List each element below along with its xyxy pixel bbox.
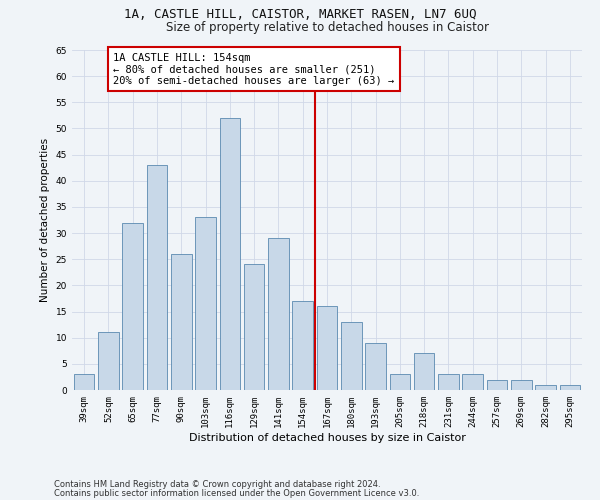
Bar: [122, 222, 143, 390]
Bar: [365, 343, 386, 390]
Text: Contains public sector information licensed under the Open Government Licence v3: Contains public sector information licen…: [54, 488, 419, 498]
Text: 1A CASTLE HILL: 154sqm
← 80% of detached houses are smaller (251)
20% of semi-de: 1A CASTLE HILL: 154sqm ← 80% of detached…: [113, 52, 395, 86]
Bar: [268, 238, 289, 390]
Bar: [220, 118, 240, 390]
Bar: [535, 385, 556, 390]
Bar: [171, 254, 191, 390]
Bar: [511, 380, 532, 390]
Bar: [463, 374, 483, 390]
X-axis label: Distribution of detached houses by size in Caistor: Distribution of detached houses by size …: [188, 432, 466, 442]
Bar: [195, 218, 216, 390]
Bar: [414, 354, 434, 390]
Bar: [389, 374, 410, 390]
Bar: [560, 385, 580, 390]
Bar: [74, 374, 94, 390]
Bar: [341, 322, 362, 390]
Bar: [438, 374, 459, 390]
Bar: [98, 332, 119, 390]
Y-axis label: Number of detached properties: Number of detached properties: [40, 138, 50, 302]
Bar: [487, 380, 508, 390]
Bar: [317, 306, 337, 390]
Text: 1A, CASTLE HILL, CAISTOR, MARKET RASEN, LN7 6UQ: 1A, CASTLE HILL, CAISTOR, MARKET RASEN, …: [124, 8, 476, 20]
Bar: [146, 165, 167, 390]
Bar: [292, 301, 313, 390]
Text: Contains HM Land Registry data © Crown copyright and database right 2024.: Contains HM Land Registry data © Crown c…: [54, 480, 380, 489]
Bar: [244, 264, 265, 390]
Title: Size of property relative to detached houses in Caistor: Size of property relative to detached ho…: [166, 20, 488, 34]
